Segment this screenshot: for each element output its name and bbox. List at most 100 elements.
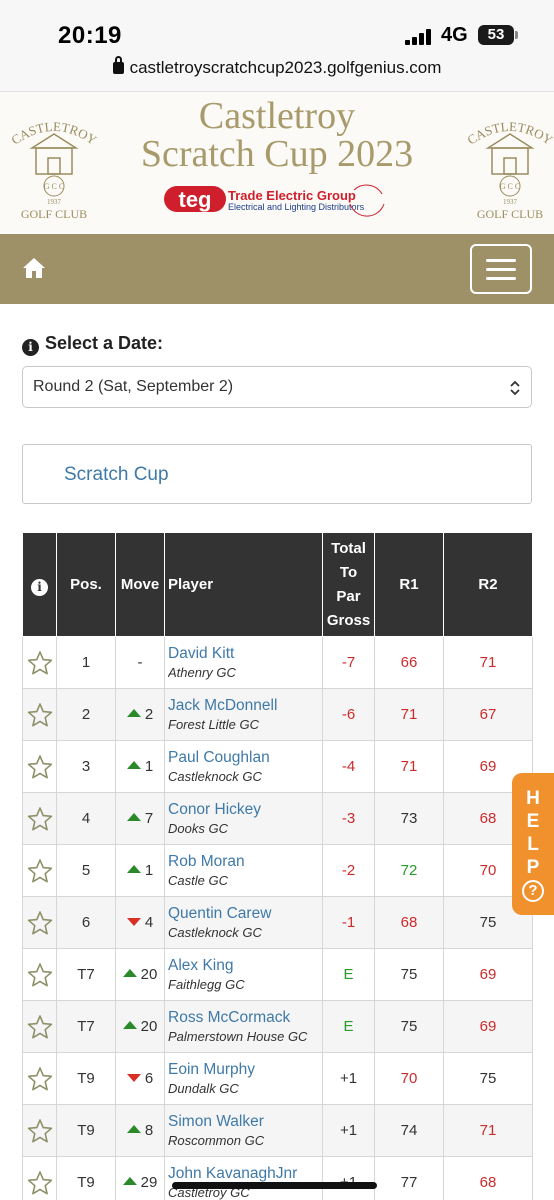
table-row[interactable]: 4 7 Conor Hickey Dooks GC -3 73 68 xyxy=(22,792,533,845)
header-r2[interactable]: R2 xyxy=(443,532,533,637)
table-row[interactable]: T7 20 Alex King Faithlegg GC E 75 69 xyxy=(22,948,533,1001)
page-title: Castletroy Scratch Cup 2023 xyxy=(110,97,444,173)
header-pos[interactable]: Pos. xyxy=(56,532,116,637)
player-cell[interactable]: Quentin Carew Castleknock GC xyxy=(164,896,323,949)
header-player[interactable]: Player xyxy=(164,532,323,637)
favorite-cell[interactable] xyxy=(22,688,57,741)
favorite-cell[interactable] xyxy=(22,896,57,949)
player-cell[interactable]: Simon Walker Roscommon GC xyxy=(164,1104,323,1157)
r1-cell[interactable]: 77 xyxy=(374,1156,444,1200)
move-value: 20 xyxy=(140,1018,158,1035)
sponsor-logo[interactable]: teg Trade Electric Group Electrical and … xyxy=(164,180,394,228)
favorite-cell[interactable] xyxy=(22,1052,57,1105)
table-row[interactable]: T9 8 Simon Walker Roscommon GC +1 74 71 xyxy=(22,1104,533,1157)
r2-cell[interactable]: 69 xyxy=(443,1000,533,1053)
move-value: 29 xyxy=(140,1174,158,1191)
favorite-star-icon[interactable] xyxy=(27,702,53,728)
player-cell[interactable]: Alex King Faithlegg GC xyxy=(164,948,323,1001)
r1-cell[interactable]: 75 xyxy=(374,948,444,1001)
r1-cell[interactable]: 75 xyxy=(374,1000,444,1053)
favorite-cell[interactable] xyxy=(22,792,57,845)
favorite-cell[interactable] xyxy=(22,1000,57,1053)
hamburger-icon xyxy=(486,259,516,262)
favorite-cell[interactable] xyxy=(22,948,57,1001)
competition-link[interactable]: Scratch Cup xyxy=(64,464,169,485)
date-select[interactable]: Round 2 (Sat, September 2) xyxy=(22,366,532,408)
club-logo-right[interactable]: CASTLETROY G C C 1937 GOLF CLUB xyxy=(462,112,554,224)
player-name-link[interactable]: Eoin Murphy xyxy=(168,1060,256,1078)
favorite-cell[interactable] xyxy=(22,1156,57,1200)
table-row[interactable]: 6 4 Quentin Carew Castleknock GC -1 68 75 xyxy=(22,896,533,949)
player-cell[interactable]: Rob Moran Castle GC xyxy=(164,844,323,897)
r1-cell[interactable]: 68 xyxy=(374,896,444,949)
r2-cell[interactable]: 75 xyxy=(443,1052,533,1105)
r1-cell[interactable]: 72 xyxy=(374,844,444,897)
favorite-star-icon[interactable] xyxy=(27,1118,53,1144)
player-cell[interactable]: John KavanaghJnr Castletroy GC xyxy=(164,1156,323,1200)
player-name-link[interactable]: Paul Coughlan xyxy=(168,748,270,766)
player-name-link[interactable]: Alex King xyxy=(168,956,234,974)
table-row[interactable]: 3 1 Paul Coughlan Castleknock GC -4 71 69 xyxy=(22,740,533,793)
r2-cell[interactable]: 67 xyxy=(443,688,533,741)
header-total[interactable]: Total To Par Gross xyxy=(322,532,375,637)
favorite-star-icon[interactable] xyxy=(27,910,53,936)
table-row[interactable]: T7 20 Ross McCormack Palmerstown House GC E 7… xyxy=(22,1000,533,1053)
favorite-star-icon[interactable] xyxy=(27,1066,53,1092)
r1-cell[interactable]: 70 xyxy=(374,1052,444,1105)
svg-text:CASTLETROY: CASTLETROY xyxy=(464,119,554,148)
favorite-star-icon[interactable] xyxy=(27,1170,53,1196)
player-name-link[interactable]: Simon Walker xyxy=(168,1112,264,1130)
player-name-link[interactable]: Quentin Carew xyxy=(168,904,272,922)
r2-cell[interactable]: 71 xyxy=(443,636,533,689)
favorite-star-icon[interactable] xyxy=(27,806,53,832)
favorite-cell[interactable] xyxy=(22,844,57,897)
player-cell[interactable]: Paul Coughlan Castleknock GC xyxy=(164,740,323,793)
help-letter: H xyxy=(526,788,540,809)
menu-button[interactable] xyxy=(470,244,532,294)
favorite-cell[interactable] xyxy=(22,740,57,793)
r2-cell[interactable]: 68 xyxy=(443,1156,533,1200)
club-logo-left[interactable]: CASTLETROY G C C 1937 GOLF CLUB xyxy=(6,112,102,224)
player-name-link[interactable]: Conor Hickey xyxy=(168,800,262,818)
favorite-star-icon[interactable] xyxy=(27,962,53,988)
player-name-link[interactable]: Rob Moran xyxy=(168,852,245,870)
help-letter: E xyxy=(526,811,540,832)
header-r1[interactable]: R1 xyxy=(374,532,444,637)
player-cell[interactable]: Jack McDonnell Forest Little GC xyxy=(164,688,323,741)
favorite-star-icon[interactable] xyxy=(27,650,53,676)
r1-cell[interactable]: 66 xyxy=(374,636,444,689)
header-info[interactable]: i xyxy=(22,532,57,637)
favorite-star-icon[interactable] xyxy=(27,754,53,780)
table-row[interactable]: 1 - David Kitt Athenry GC -7 66 71 xyxy=(22,636,533,689)
favorite-star-icon[interactable] xyxy=(27,1014,53,1040)
r2-cell[interactable]: 71 xyxy=(443,1104,533,1157)
r1-cell[interactable]: 74 xyxy=(374,1104,444,1157)
r1-cell[interactable]: 71 xyxy=(374,740,444,793)
player-name-link[interactable]: Ross McCormack xyxy=(168,1008,291,1026)
player-cell[interactable]: Eoin Murphy Dundalk GC xyxy=(164,1052,323,1105)
home-icon[interactable] xyxy=(22,257,46,279)
table-row[interactable]: 2 2 Jack McDonnell Forest Little GC -6 71 67 xyxy=(22,688,533,741)
table-row[interactable]: T9 6 Eoin Murphy Dundalk GC +1 70 75 xyxy=(22,1052,533,1105)
move-value: 1 xyxy=(144,758,154,775)
r1-cell[interactable]: 73 xyxy=(374,792,444,845)
select-arrows-icon xyxy=(510,380,520,396)
player-cell[interactable]: Ross McCormack Palmerstown House GC xyxy=(164,1000,323,1053)
header-move[interactable]: Move xyxy=(115,532,165,637)
player-cell[interactable]: David Kitt Athenry GC xyxy=(164,636,323,689)
favorite-star-icon[interactable] xyxy=(27,858,53,884)
favorite-cell[interactable] xyxy=(22,1104,57,1157)
favorite-cell[interactable] xyxy=(22,636,57,689)
player-name-link[interactable]: Jack McDonnell xyxy=(168,696,278,714)
player-name-link[interactable]: David Kitt xyxy=(168,644,235,662)
r2-cell[interactable]: 69 xyxy=(443,948,533,1001)
home-indicator[interactable] xyxy=(172,1182,377,1189)
r1-cell[interactable]: 71 xyxy=(374,688,444,741)
url-bar[interactable]: castletroyscratchcup2023.golfgenius.com xyxy=(0,56,554,86)
player-cell[interactable]: Conor Hickey Dooks GC xyxy=(164,792,323,845)
help-tab[interactable]: H E L P ? xyxy=(512,773,554,915)
player-name-link[interactable]: John KavanaghJnr xyxy=(168,1164,298,1182)
header-total-line: Gross xyxy=(326,611,371,629)
table-row[interactable]: 5 1 Rob Moran Castle GC -2 72 70 xyxy=(22,844,533,897)
